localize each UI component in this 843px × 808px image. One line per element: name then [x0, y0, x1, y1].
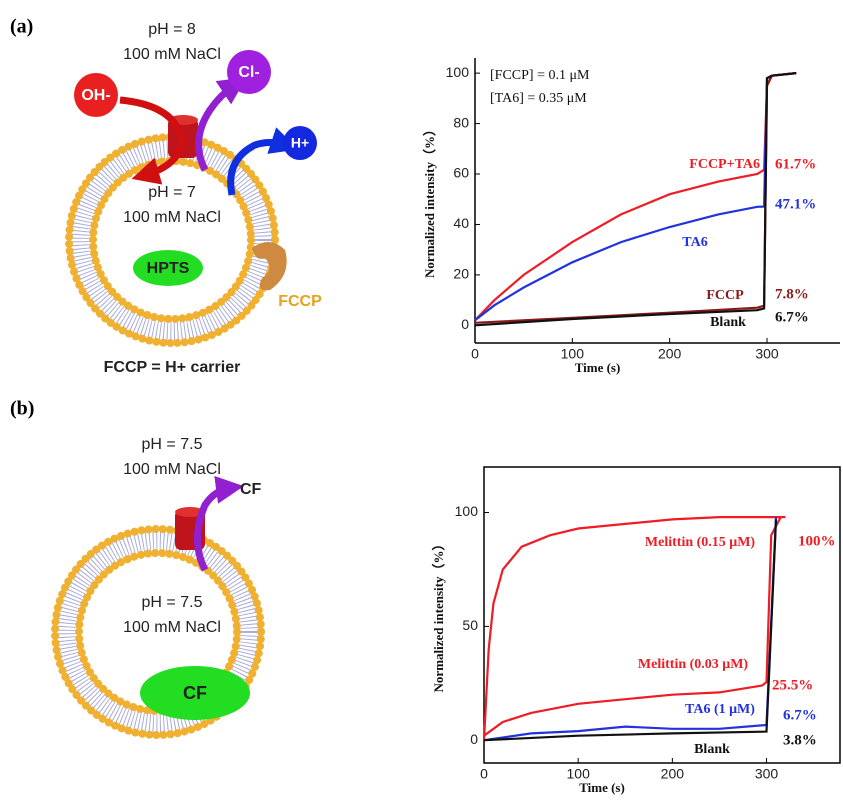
- inner-salt: 100 mM NaCl: [123, 619, 221, 636]
- y-axis-label: Normalized intensity（%）: [431, 538, 446, 693]
- y-tick-label: 60: [453, 165, 469, 181]
- carrier: FCCP: [278, 293, 322, 310]
- y-tick-label: 0: [461, 316, 469, 332]
- vesicle-b: [51, 475, 265, 739]
- ion: H+: [291, 135, 309, 151]
- y-axis-label: Normalized intensity（%）: [422, 123, 437, 278]
- series-label: Blank: [710, 315, 746, 330]
- y-tick-label: 20: [453, 266, 469, 282]
- ion: OH-: [81, 87, 110, 104]
- inner-salt: 100 mM NaCl: [123, 209, 221, 226]
- outer-ph: pH = 8: [148, 21, 196, 38]
- panel-label: (b): [10, 398, 34, 420]
- outer-salt: 100 mM NaCl: [123, 461, 221, 478]
- x-tick-label: 200: [658, 346, 682, 362]
- x-tick-label: 300: [755, 766, 779, 782]
- series-line: [483, 519, 778, 742]
- annotation: [TA6] = 0.35 μM: [490, 91, 587, 106]
- y-tick-label: 50: [462, 617, 478, 633]
- dye: HPTS: [147, 260, 190, 277]
- x-tick-label: 200: [661, 766, 685, 782]
- ion: Cl-: [238, 64, 259, 81]
- efflux: CF: [240, 481, 262, 498]
- y-tick-label: 100: [446, 64, 470, 80]
- annotation: [FCCP] = 0.1 μM: [490, 68, 590, 83]
- x-axis-label: Time (s): [579, 780, 625, 795]
- x-tick-label: 100: [561, 346, 585, 362]
- series-label: TA6 (1 μM): [685, 702, 755, 717]
- series-line: [474, 72, 797, 324]
- y-tick-label: 40: [453, 215, 469, 231]
- outer-ph: pH = 7.5: [142, 436, 203, 453]
- end-label: 7.8%: [775, 286, 809, 302]
- panel-label: (a): [10, 16, 33, 38]
- series-line: [474, 72, 797, 322]
- plot-frame: [483, 466, 841, 764]
- y-tick-label: 100: [455, 503, 479, 519]
- series-line: [482, 516, 786, 741]
- outer-salt: 100 mM NaCl: [123, 46, 221, 63]
- series-line: [474, 72, 797, 327]
- x-tick-label: 0: [480, 766, 488, 782]
- x-tick-label: 0: [471, 346, 479, 362]
- inner-ph: pH = 7: [148, 184, 196, 201]
- end-label: 25.5%: [772, 677, 813, 693]
- y-tick-label: 80: [453, 114, 469, 130]
- series-label: Melittin (0.03 μM): [638, 657, 749, 672]
- series-line: [483, 516, 782, 737]
- series-label: Blank: [694, 742, 730, 757]
- series-label: Melittin (0.15 μM): [645, 535, 756, 550]
- series-line: [483, 517, 778, 742]
- end-label: 47.1%: [775, 196, 816, 212]
- dye: CF: [183, 683, 207, 703]
- end-label: 6.7%: [775, 309, 809, 325]
- y-tick-label: 0: [470, 731, 478, 747]
- series-label: TA6: [682, 235, 707, 250]
- series-label: FCCP+TA6: [689, 157, 760, 172]
- end-label: 61.7%: [775, 156, 816, 172]
- end-label: 6.7%: [783, 707, 817, 723]
- end-label: 3.8%: [783, 732, 817, 748]
- series-line: [474, 72, 797, 322]
- caption: FCCP = H+ carrier: [104, 359, 241, 376]
- series-label: FCCP: [706, 288, 744, 303]
- x-axis-label: Time (s): [575, 360, 621, 375]
- end-label: 100%: [798, 533, 836, 549]
- vesicle-a: [65, 50, 317, 347]
- x-tick-label: 300: [755, 346, 779, 362]
- x-tick-label: 100: [567, 766, 591, 782]
- inner-ph: pH = 7.5: [142, 594, 203, 611]
